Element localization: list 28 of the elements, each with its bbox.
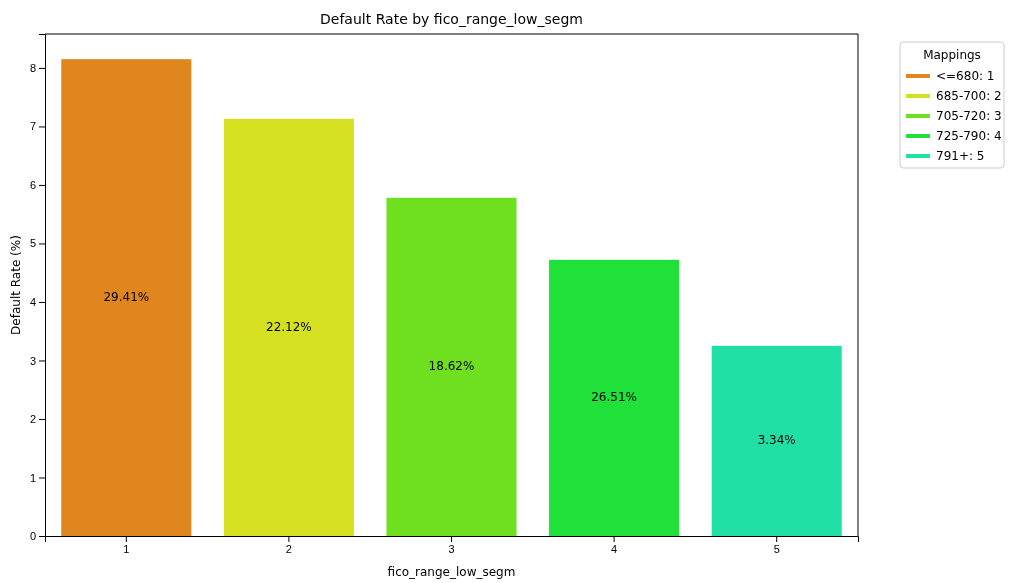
legend-title: Mappings xyxy=(923,48,981,62)
text: 18.62% xyxy=(428,359,475,374)
legend-label: <=680: 1 xyxy=(936,69,995,83)
x-tick-label: 2 xyxy=(285,542,292,555)
y-tick-label: 8 xyxy=(29,61,36,74)
y-tick-label: 3 xyxy=(29,354,36,367)
chart-title: Default Rate by fico_range_low_segm xyxy=(320,11,583,27)
y-tick-label: 7 xyxy=(29,120,36,133)
x-tick-label: 3 xyxy=(448,542,455,555)
legend-label: 705-720: 3 xyxy=(936,109,1002,123)
text: 3.34% xyxy=(757,433,796,448)
y-tick-label: 4 xyxy=(29,295,36,308)
text: 29.41% xyxy=(103,290,150,305)
y-tick-label: 5 xyxy=(29,237,36,250)
text: 22.12% xyxy=(266,319,312,334)
y-tick-label: 0 xyxy=(29,530,36,543)
x-axis-title: fico_range_low_segm xyxy=(387,565,516,579)
legend-label: 725-790: 4 xyxy=(936,129,1002,143)
y-tick-label: 6 xyxy=(29,178,36,191)
x-tick-label: 4 xyxy=(611,542,618,555)
legend-label: 791+: 5 xyxy=(936,149,985,163)
y-axis-title: Default Rate (%) xyxy=(9,235,23,335)
y-tick-label: 1 xyxy=(29,471,36,484)
x-tick-label: 5 xyxy=(773,542,780,555)
text: 26.51% xyxy=(591,390,637,405)
x-tick-label: 1 xyxy=(123,542,130,555)
legend-label: 685-700: 2 xyxy=(936,89,1002,103)
y-tick-label: 2 xyxy=(29,413,36,425)
